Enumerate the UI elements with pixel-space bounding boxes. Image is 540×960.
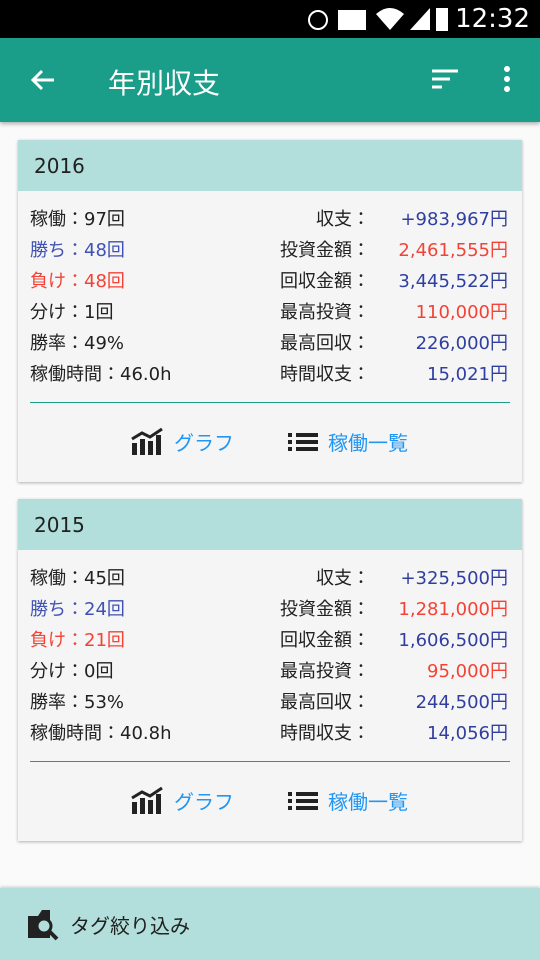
graph-button[interactable]: グラフ [130, 785, 234, 815]
year-header: 2016 [18, 140, 522, 191]
money-value: 1,281,000円 [398, 599, 508, 620]
money-value: 110,000円 [415, 302, 508, 323]
stat-item: 稼働：45回 [30, 568, 125, 589]
graph-icon [131, 427, 163, 455]
stat-item: 稼働：97回 [30, 209, 125, 230]
money-label: 最高回収： [280, 692, 370, 713]
action-label: 稼働一覧 [328, 430, 408, 455]
app-bar: 年別収支 [0, 38, 540, 122]
money-value: 3,445,522円 [398, 271, 508, 292]
stat-item: 負け：21回 [30, 630, 125, 651]
tag-search-icon [28, 910, 59, 941]
stat-item: 稼働時間：40.8h [30, 723, 172, 744]
money-label: 収支： [316, 209, 370, 230]
divider [30, 402, 510, 403]
action-label: グラフ [174, 789, 234, 814]
action-label: グラフ [174, 430, 234, 455]
tag-filter-label: タグ絞り込み [70, 914, 190, 938]
money-label: 回収金額： [280, 630, 370, 651]
stat-item: 分け：1回 [30, 302, 114, 323]
list-icon [288, 433, 318, 451]
money-label: 最高投資： [280, 302, 370, 323]
year-card: 2015 稼働：45回 勝ち：24回 負け：21回 分け：0回勝率：53% 稼働時間：40… [18, 499, 522, 841]
stat-item: 勝率：49% [30, 333, 125, 354]
menu-button[interactable] [502, 65, 512, 95]
sort-button[interactable] [430, 65, 460, 95]
clock: 12:32 [455, 4, 530, 34]
stat-item: 稼働時間：46.0h [30, 364, 172, 385]
money-value: 1,606,500円 [398, 630, 508, 651]
action-label: 稼働一覧 [328, 789, 408, 814]
money-label: 最高投資： [280, 661, 370, 682]
stat-item: 分け：0回 [30, 661, 114, 682]
money-value: +983,967円 [400, 209, 508, 230]
graph-button[interactable]: グラフ [130, 426, 234, 456]
money-label: 収支： [316, 568, 370, 589]
money-label: 時間収支： [280, 723, 370, 744]
list-button[interactable]: 稼働一覧 [288, 785, 408, 815]
app-title: 年別収支 [108, 67, 221, 100]
money-label: 投資金額： [280, 599, 370, 620]
money-label: 回収金額： [280, 271, 370, 292]
list-button[interactable]: 稼働一覧 [288, 426, 408, 456]
money-label: 最高回収： [280, 333, 370, 354]
status-icons [308, 8, 448, 31]
money-label: 時間収支： [280, 364, 370, 385]
money-value: +325,500円 [400, 568, 508, 589]
money-value: 226,000円 [415, 333, 508, 354]
money-label: 投資金額： [280, 240, 370, 261]
money-value: 14,056円 [427, 723, 508, 744]
money-value: 2,461,555円 [398, 240, 508, 261]
money-value: 15,021円 [427, 364, 508, 385]
back-button[interactable] [28, 65, 58, 95]
status-bar: 12:32 [0, 0, 540, 38]
stat-item: 勝率：53% [30, 692, 125, 713]
bottom-bar[interactable]: タグ絞り込み [0, 888, 540, 960]
divider [30, 761, 510, 762]
year-card: 2016 稼働：97回 勝ち：48回 負け：48回 分け：1回勝率：49% 稼働時間：46… [18, 140, 522, 482]
money-value: 244,500円 [415, 692, 508, 713]
stat-item: 負け：48回 [30, 271, 125, 292]
stat-item: 勝ち：24回 [30, 599, 125, 620]
money-value: 95,000円 [427, 661, 508, 682]
stat-item: 勝ち：48回 [30, 240, 125, 261]
year-header: 2015 [18, 499, 522, 550]
list-icon [288, 792, 318, 810]
graph-icon [131, 786, 163, 814]
